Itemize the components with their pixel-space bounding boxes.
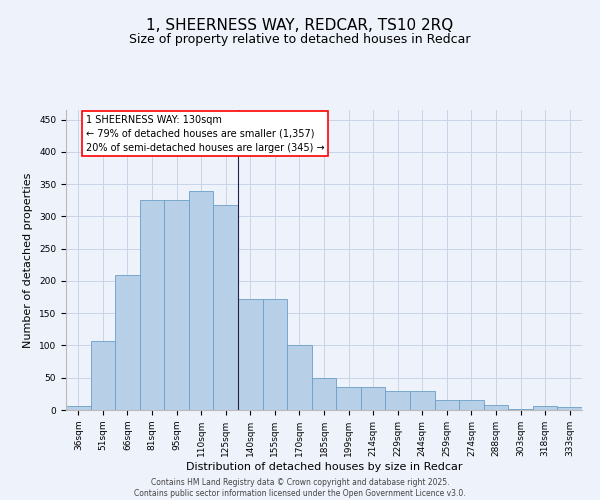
Bar xyxy=(533,406,557,410)
Text: Size of property relative to detached houses in Redcar: Size of property relative to detached ho… xyxy=(129,32,471,46)
Bar xyxy=(214,205,238,410)
Bar xyxy=(66,406,91,410)
Bar xyxy=(361,388,385,410)
Bar xyxy=(140,200,164,410)
Bar xyxy=(91,341,115,410)
Bar xyxy=(312,378,336,410)
Text: 1 SHEERNESS WAY: 130sqm
← 79% of detached houses are smaller (1,357)
20% of semi: 1 SHEERNESS WAY: 130sqm ← 79% of detache… xyxy=(86,114,324,152)
Bar xyxy=(238,299,263,410)
Bar xyxy=(484,405,508,410)
Bar xyxy=(115,274,140,410)
Bar xyxy=(189,190,214,410)
Text: Contains HM Land Registry data © Crown copyright and database right 2025.
Contai: Contains HM Land Registry data © Crown c… xyxy=(134,478,466,498)
Bar xyxy=(385,390,410,410)
Bar xyxy=(557,407,582,410)
Y-axis label: Number of detached properties: Number of detached properties xyxy=(23,172,34,348)
Bar xyxy=(459,400,484,410)
X-axis label: Distribution of detached houses by size in Redcar: Distribution of detached houses by size … xyxy=(186,462,462,471)
Bar xyxy=(164,200,189,410)
Bar xyxy=(410,390,434,410)
Text: 1, SHEERNESS WAY, REDCAR, TS10 2RQ: 1, SHEERNESS WAY, REDCAR, TS10 2RQ xyxy=(146,18,454,32)
Bar xyxy=(287,346,312,410)
Bar xyxy=(336,388,361,410)
Bar xyxy=(263,299,287,410)
Bar xyxy=(434,400,459,410)
